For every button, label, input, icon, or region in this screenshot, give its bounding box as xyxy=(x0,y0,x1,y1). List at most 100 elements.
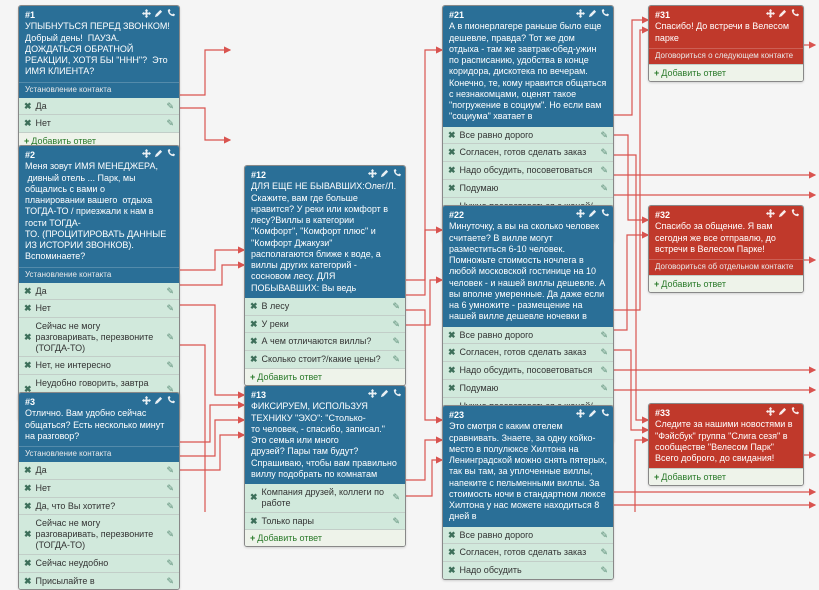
answer-option[interactable]: ✖А чем отличаются виллы?✎ xyxy=(245,332,405,350)
phone-icon[interactable] xyxy=(790,209,799,218)
pencil-icon[interactable]: ✎ xyxy=(392,354,400,365)
answer-option[interactable]: ✖Нет, не интересно✎ xyxy=(19,356,179,374)
add-answer-button[interactable]: +Добавить ответ xyxy=(649,64,803,81)
node-header[interactable]: #33 Следите за нашими новостями в "Фэйсб… xyxy=(649,404,803,468)
script-node[interactable]: #31 Спасибо! До встречи в Велесом паркеД… xyxy=(648,5,804,82)
node-header[interactable]: #32 Спасибо за общение. Я вам сегодня же… xyxy=(649,206,803,259)
script-node[interactable]: #1 УПЫБНУТЬСЯ ПЕРЕД ЗВОНКОМ! Добрый день… xyxy=(18,5,180,150)
node-header[interactable]: #2 Меня зовут ИМЯ МЕНЕДЖЕРА, дивный отел… xyxy=(19,146,179,267)
answer-option[interactable]: ✖Подумаю✎ xyxy=(443,379,613,397)
phone-icon[interactable] xyxy=(166,9,175,18)
pencil-icon[interactable]: ✎ xyxy=(166,465,174,476)
pencil-icon[interactable]: ✎ xyxy=(600,165,608,176)
node-header[interactable]: #13 ФИКСИРУЕМ, ИСПОЛЬЗУЯ ТЕХНИКУ "ЭХО": … xyxy=(245,386,405,484)
move-icon[interactable] xyxy=(576,409,585,418)
add-answer-button[interactable]: +Добавить ответ xyxy=(245,368,405,385)
node-header[interactable]: #3 Отлично. Вам удобно сейчас общаться? … xyxy=(19,393,179,446)
pencil-icon[interactable]: ✎ xyxy=(600,183,608,194)
pencil-icon[interactable]: ✎ xyxy=(166,332,174,343)
pencil-icon[interactable]: ✎ xyxy=(600,383,608,394)
answer-option[interactable]: ✖Согласен, готов сделать заказ✎ xyxy=(443,543,613,561)
phone-icon[interactable] xyxy=(600,409,609,418)
pencil-icon[interactable]: ✎ xyxy=(392,319,400,330)
pencil-icon[interactable] xyxy=(154,149,163,158)
pencil-icon[interactable]: ✎ xyxy=(600,365,608,376)
pencil-icon[interactable]: ✎ xyxy=(600,547,608,558)
answer-option[interactable]: ✖Согласен, готов сделать заказ✎ xyxy=(443,343,613,361)
script-node[interactable]: #12 ДЛЯ ЕЩЕ НЕ БЫВАВШИХ:Олег/Л. Скажите,… xyxy=(244,165,406,386)
pencil-icon[interactable] xyxy=(154,396,163,405)
phone-icon[interactable] xyxy=(166,396,175,405)
node-header[interactable]: #23 Это смотря с каким отелем сравнивать… xyxy=(443,406,613,527)
pencil-icon[interactable]: ✎ xyxy=(166,286,174,297)
script-node[interactable]: #3 Отлично. Вам удобно сейчас общаться? … xyxy=(18,392,180,590)
answer-option[interactable]: ✖Все равно дорого✎ xyxy=(443,127,613,144)
move-icon[interactable] xyxy=(576,9,585,18)
answer-option[interactable]: ✖Все равно дорого✎ xyxy=(443,327,613,344)
answer-option[interactable]: ✖Сейчас неудобно✎ xyxy=(19,554,179,572)
pencil-icon[interactable]: ✎ xyxy=(166,303,174,314)
pencil-icon[interactable] xyxy=(778,209,787,218)
phone-icon[interactable] xyxy=(392,389,401,398)
phone-icon[interactable] xyxy=(600,209,609,218)
pencil-icon[interactable] xyxy=(380,389,389,398)
node-header[interactable]: #1 УПЫБНУТЬСЯ ПЕРЕД ЗВОНКОМ! Добрый день… xyxy=(19,6,179,82)
node-header[interactable]: #12 ДЛЯ ЕЩЕ НЕ БЫВАВШИХ:Олег/Л. Скажите,… xyxy=(245,166,405,298)
pencil-icon[interactable]: ✎ xyxy=(392,301,400,312)
pencil-icon[interactable]: ✎ xyxy=(600,130,608,141)
pencil-icon[interactable]: ✎ xyxy=(166,558,174,569)
answer-option[interactable]: ✖Надо обсудить, посоветоваться✎ xyxy=(443,361,613,379)
node-header[interactable]: #21 А в пионерлагере раньше было еще деш… xyxy=(443,6,613,127)
pencil-icon[interactable]: ✎ xyxy=(166,576,174,587)
answer-option[interactable]: ✖Нет✎ xyxy=(19,114,179,132)
answer-option[interactable]: ✖Надо обсудить✎ xyxy=(443,561,613,579)
pencil-icon[interactable]: ✎ xyxy=(600,147,608,158)
answer-option[interactable]: ✖У реки✎ xyxy=(245,315,405,333)
add-answer-button[interactable]: +Добавить ответ xyxy=(649,468,803,485)
move-icon[interactable] xyxy=(142,149,151,158)
pencil-icon[interactable]: ✎ xyxy=(166,529,174,540)
answer-option[interactable]: ✖Только пары✎ xyxy=(245,512,405,530)
script-node[interactable]: #13 ФИКСИРУЕМ, ИСПОЛЬЗУЯ ТЕХНИКУ "ЭХО": … xyxy=(244,385,406,547)
move-icon[interactable] xyxy=(766,209,775,218)
answer-option[interactable]: ✖Присылайте в✎ xyxy=(19,572,179,590)
pencil-icon[interactable] xyxy=(778,407,787,416)
move-icon[interactable] xyxy=(368,169,377,178)
pencil-icon[interactable]: ✎ xyxy=(600,565,608,576)
script-node[interactable]: #2 Меня зовут ИМЯ МЕНЕДЖЕРА, дивный отел… xyxy=(18,145,180,421)
phone-icon[interactable] xyxy=(600,9,609,18)
script-node[interactable]: #32 Спасибо за общение. Я вам сегодня же… xyxy=(648,205,804,293)
answer-option[interactable]: ✖Компания друзей, коллеги по работе✎ xyxy=(245,484,405,512)
answer-option[interactable]: ✖В лесу✎ xyxy=(245,298,405,315)
answer-option[interactable]: ✖Все равно дорого✎ xyxy=(443,527,613,544)
pencil-icon[interactable] xyxy=(588,409,597,418)
move-icon[interactable] xyxy=(766,407,775,416)
answer-option[interactable]: ✖Да✎ xyxy=(19,98,179,115)
pencil-icon[interactable]: ✎ xyxy=(166,501,174,512)
answer-option[interactable]: ✖Да✎ xyxy=(19,462,179,479)
move-icon[interactable] xyxy=(576,209,585,218)
phone-icon[interactable] xyxy=(166,149,175,158)
node-header[interactable]: #22 Минуточку, а вы на сколько человек с… xyxy=(443,206,613,327)
node-header[interactable]: #31 Спасибо! До встречи в Велесом парке xyxy=(649,6,803,48)
pencil-icon[interactable]: ✎ xyxy=(166,118,174,129)
pencil-icon[interactable]: ✎ xyxy=(600,347,608,358)
add-answer-button[interactable]: +Добавить ответ xyxy=(245,529,405,546)
pencil-icon[interactable]: ✎ xyxy=(166,101,174,112)
move-icon[interactable] xyxy=(368,389,377,398)
phone-icon[interactable] xyxy=(392,169,401,178)
pencil-icon[interactable]: ✎ xyxy=(392,516,400,527)
answer-option[interactable]: ✖Сейчас не могу разговаривать, перезвони… xyxy=(19,514,179,553)
pencil-icon[interactable] xyxy=(380,169,389,178)
move-icon[interactable] xyxy=(142,9,151,18)
pencil-icon[interactable] xyxy=(588,209,597,218)
answer-option[interactable]: ✖Сколько стоит?/какие цены?✎ xyxy=(245,350,405,368)
pencil-icon[interactable] xyxy=(588,9,597,18)
answer-option[interactable]: ✖Подумаю✎ xyxy=(443,179,613,197)
phone-icon[interactable] xyxy=(790,9,799,18)
pencil-icon[interactable]: ✎ xyxy=(600,330,608,341)
add-answer-button[interactable]: +Добавить ответ xyxy=(649,275,803,292)
pencil-icon[interactable]: ✎ xyxy=(392,336,400,347)
pencil-icon[interactable] xyxy=(778,9,787,18)
script-node[interactable]: #23 Это смотря с каким отелем сравнивать… xyxy=(442,405,614,580)
